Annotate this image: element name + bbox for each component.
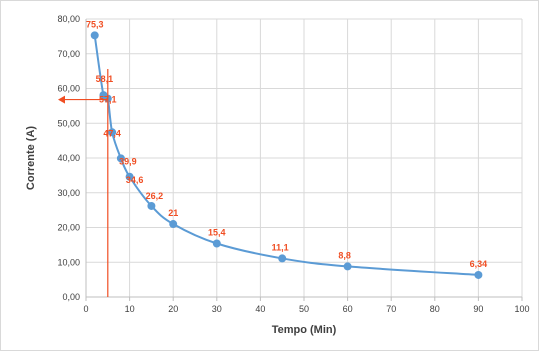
data-label: 21 [168, 208, 178, 218]
data-label: 57,1 [99, 95, 117, 105]
x-tick-label: 10 [125, 304, 135, 314]
data-point [116, 154, 125, 163]
x-tick-label: 90 [473, 304, 483, 314]
x-tick-labels: 0 10 20 30 40 50 60 70 80 90 100 [83, 304, 529, 314]
y-axis-title: Corrente (A) [25, 126, 37, 191]
data-point [147, 201, 156, 210]
y-tick-label: 20,00 [57, 223, 80, 233]
gridlines [86, 18, 523, 297]
x-tick-label: 70 [386, 304, 396, 314]
y-tick-label: 10,00 [57, 257, 80, 267]
data-labels: 75,3 58,1 57,1 47,4 39,9 34,626,2 21 15,4 11,1 8,… [86, 19, 487, 269]
series-line [93, 35, 479, 276]
y-tick-label: 80,00 [57, 14, 80, 24]
data-label: 15,4 [208, 227, 226, 237]
data-label: 11,1 [272, 242, 289, 252]
x-tick-label: 100 [514, 304, 529, 314]
data-label: 34,6 [126, 175, 144, 185]
y-tick-labels: 0,00 10,00 20,00 30,00 40,00 50,00 60,00 70,00 8… [57, 14, 80, 302]
data-point [125, 172, 134, 181]
y-tick-label: 60,00 [57, 84, 80, 94]
data-label: 39,9 [119, 156, 137, 166]
data-point [90, 31, 99, 40]
data-label: 26,2 [146, 191, 164, 201]
x-tick-label: 20 [168, 304, 178, 314]
arrow-head [58, 95, 65, 104]
data-label: 8,8 [338, 250, 351, 260]
x-axis-title: Tempo (Min) [272, 324, 337, 336]
data-point [474, 270, 483, 279]
y-tick-label: 30,00 [57, 188, 80, 198]
data-label: 47,4 [103, 128, 121, 138]
x-tick-label: 80 [430, 304, 440, 314]
data-label: 58,1 [96, 74, 114, 84]
data-label: 75,3 [86, 19, 104, 29]
axes [85, 19, 523, 301]
data-point [169, 220, 178, 229]
x-tick-label: 60 [343, 304, 353, 314]
data-point [212, 239, 221, 248]
data-point [343, 262, 352, 271]
x-tick-label: 40 [255, 304, 265, 314]
x-tick-label: 30 [212, 304, 222, 314]
x-tick-label: 50 [299, 304, 309, 314]
y-tick-label: 50,00 [57, 118, 80, 128]
data-label: 6,34 [470, 259, 488, 269]
data-point [278, 254, 287, 263]
y-tick-label: 70,00 [57, 49, 80, 59]
data-point [108, 128, 117, 137]
x-tick-label: 0 [83, 304, 88, 314]
y-tick-label: 40,00 [57, 153, 80, 163]
annotations [58, 69, 109, 297]
y-tick-label: 0,00 [62, 292, 80, 302]
